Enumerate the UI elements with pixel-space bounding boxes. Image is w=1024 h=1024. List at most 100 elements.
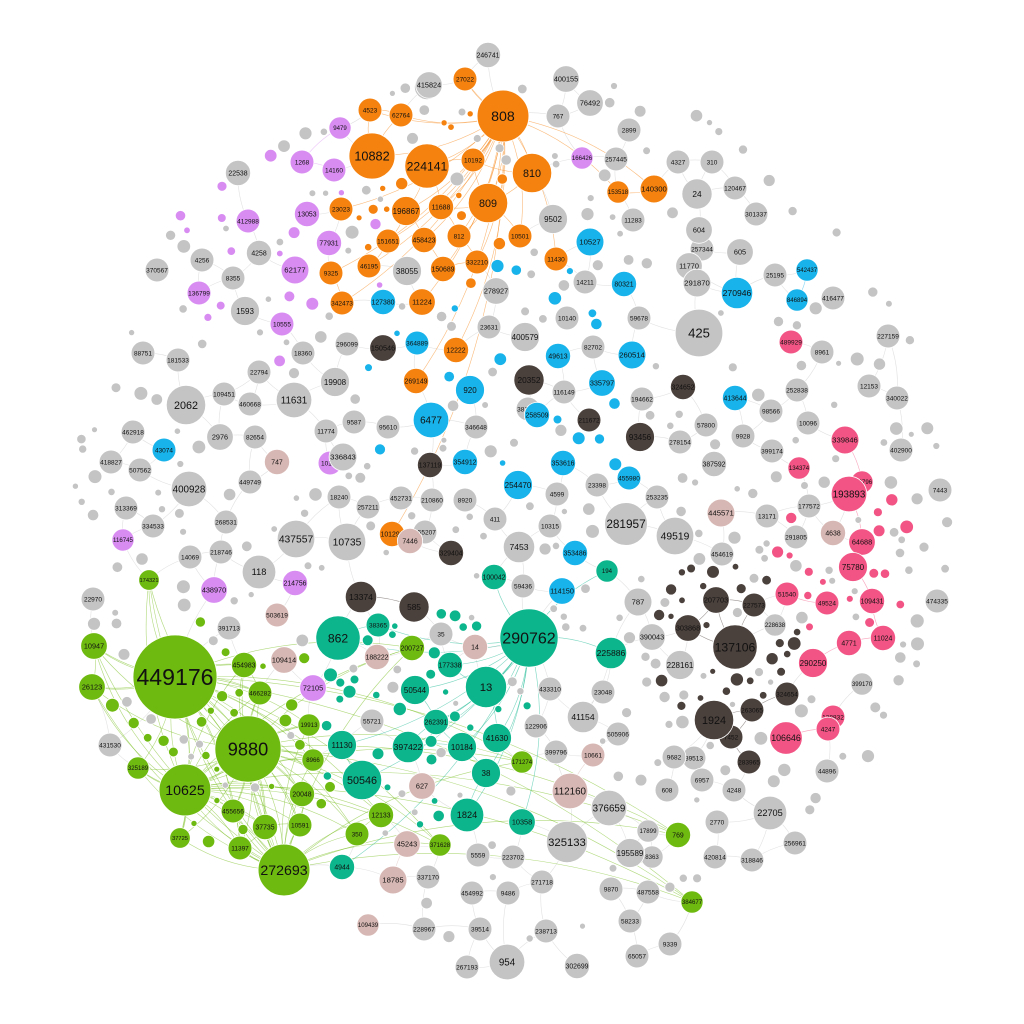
graph-node: 2062 bbox=[165, 384, 207, 426]
graph-node: 2770 bbox=[704, 809, 730, 835]
graph-node-small bbox=[653, 609, 666, 622]
graph-node-small bbox=[612, 770, 624, 782]
node-circle bbox=[451, 448, 478, 475]
graph-node: 140300 bbox=[639, 174, 669, 204]
node-circle bbox=[471, 758, 501, 788]
node-circle bbox=[341, 759, 383, 801]
graph-node-small bbox=[275, 237, 285, 247]
graph-node-small bbox=[449, 171, 465, 187]
graph-node-small bbox=[176, 239, 192, 254]
graph-node: 291870 bbox=[682, 268, 712, 298]
node-circle bbox=[315, 229, 342, 256]
graph-node: 290762 bbox=[499, 608, 559, 668]
graph-node-small bbox=[372, 690, 381, 700]
node-circle bbox=[321, 157, 347, 183]
graph-node: 334533 bbox=[140, 513, 166, 539]
graph-node: 1824 bbox=[449, 797, 485, 833]
graph-node-small bbox=[117, 648, 131, 661]
node-circle bbox=[584, 472, 610, 498]
node-circle bbox=[241, 554, 277, 590]
graph-node: 8961 bbox=[809, 339, 835, 365]
graph-node-small bbox=[702, 621, 711, 629]
graph-node-small bbox=[479, 531, 488, 541]
node-circle bbox=[402, 367, 429, 394]
graph-node-small bbox=[610, 82, 618, 90]
graph-node: 267193 bbox=[454, 954, 480, 980]
graph-node: 13053 bbox=[293, 200, 320, 227]
node-circle bbox=[702, 844, 728, 870]
graph-node-small bbox=[897, 535, 906, 544]
node-circle bbox=[884, 385, 910, 411]
graph-node-small bbox=[292, 494, 300, 502]
graph-node-small bbox=[892, 674, 905, 687]
node-circle bbox=[398, 635, 425, 662]
graph-node: 55721 bbox=[359, 708, 385, 734]
graph-node-small bbox=[705, 740, 715, 751]
graph-node: 188222 bbox=[363, 644, 390, 671]
graph-node-small bbox=[910, 492, 924, 506]
node-circle bbox=[730, 423, 756, 449]
node-circle bbox=[427, 193, 454, 220]
graph-node-small bbox=[885, 493, 899, 507]
graph-node-small bbox=[391, 622, 399, 630]
graph-node-small bbox=[447, 123, 455, 131]
graph-node-small bbox=[222, 224, 230, 233]
node-circle bbox=[80, 586, 106, 612]
graph-node: 109414 bbox=[270, 646, 298, 674]
graph-node-small bbox=[105, 697, 120, 713]
node-circle bbox=[796, 493, 822, 519]
node-circle bbox=[838, 552, 868, 582]
node-circle bbox=[798, 648, 828, 678]
graph-node-small bbox=[761, 575, 772, 586]
node-circle bbox=[454, 954, 480, 980]
node-circle bbox=[830, 425, 860, 455]
graph-node: 402900 bbox=[888, 437, 914, 463]
graph-node: 454983 bbox=[230, 652, 257, 679]
graph-node-small bbox=[691, 478, 699, 487]
graph-node: 17899 bbox=[636, 819, 660, 843]
graph-node: 252838 bbox=[784, 377, 810, 403]
node-circle bbox=[165, 347, 191, 373]
node-circle bbox=[452, 487, 478, 513]
graph-node: 254470 bbox=[503, 470, 533, 500]
node-circle bbox=[214, 715, 282, 783]
node-circle bbox=[375, 414, 401, 440]
node-circle bbox=[510, 322, 540, 352]
graph-node-small bbox=[615, 613, 624, 622]
node-circle bbox=[398, 591, 430, 623]
node-circle bbox=[393, 830, 421, 858]
graph-node-small bbox=[787, 206, 798, 217]
graph-node-small bbox=[383, 783, 392, 792]
graph-node: 10501 bbox=[507, 223, 533, 249]
graph-node: 23048 bbox=[590, 679, 616, 705]
node-circle bbox=[502, 530, 536, 564]
graph-node: 50546 bbox=[341, 759, 383, 801]
graph-node-small bbox=[731, 563, 740, 571]
graph-node-small bbox=[395, 177, 409, 191]
graph-node: 260514 bbox=[617, 340, 647, 370]
node-circle bbox=[404, 143, 450, 189]
graph-node: 177338 bbox=[436, 652, 463, 679]
graph-node-small bbox=[216, 180, 228, 192]
graph-node: 269149 bbox=[402, 367, 429, 394]
graph-node: 112160 bbox=[551, 772, 589, 810]
graph-node-small bbox=[621, 707, 632, 718]
node-circle bbox=[736, 749, 762, 775]
graph-node: 627 bbox=[408, 772, 436, 800]
graph-node-small bbox=[794, 703, 809, 719]
graph-node-small bbox=[223, 487, 237, 502]
graph-node: 2976 bbox=[206, 423, 234, 451]
graph-node-small bbox=[492, 237, 506, 251]
graph-node: 272693 bbox=[257, 843, 311, 897]
graph-node: 332210 bbox=[464, 249, 490, 275]
graph-node: 399174 bbox=[759, 438, 785, 464]
graph-node: 109451 bbox=[211, 381, 237, 407]
node-circle bbox=[246, 359, 272, 385]
node-circle bbox=[588, 369, 616, 397]
graph-node: 9339 bbox=[657, 931, 683, 957]
graph-node-small bbox=[323, 667, 338, 683]
graph-node-small bbox=[197, 338, 208, 349]
graph-node-small bbox=[941, 516, 953, 529]
graph-node-small bbox=[407, 511, 417, 521]
graph-node: 109439 bbox=[356, 913, 380, 937]
